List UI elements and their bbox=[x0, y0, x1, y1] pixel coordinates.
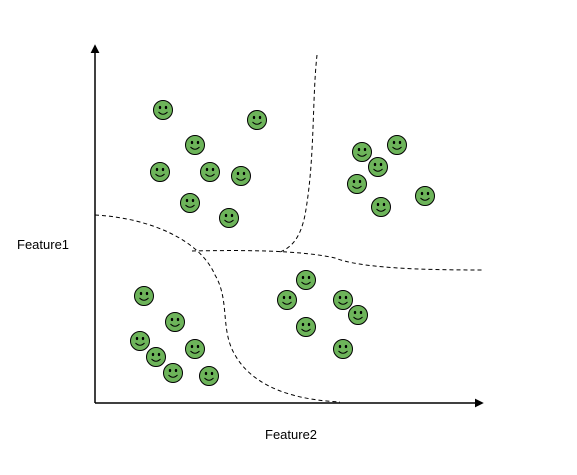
smiley-face-icon bbox=[185, 135, 205, 155]
smiley-face-icon bbox=[277, 290, 297, 310]
smiley-face-icon bbox=[348, 305, 368, 325]
boundary-curve-left bbox=[94, 214, 341, 403]
cluster-bottom-right bbox=[277, 270, 368, 359]
y-axis-label: Feature1 bbox=[17, 237, 69, 252]
smiley-face-icon bbox=[134, 286, 154, 306]
smiley-face-icon bbox=[347, 174, 367, 194]
smiley-face-icon bbox=[146, 347, 166, 367]
smiley-face-icon bbox=[165, 312, 185, 332]
data-points bbox=[130, 100, 435, 386]
smiley-face-icon bbox=[371, 197, 391, 217]
smiley-face-icon bbox=[415, 186, 435, 206]
smiley-face-icon bbox=[333, 339, 353, 359]
smiley-face-icon bbox=[153, 100, 173, 120]
smiley-face-icon bbox=[185, 339, 205, 359]
cluster-top-left bbox=[150, 100, 267, 228]
cluster-top-right bbox=[347, 135, 435, 217]
boundary-curve-middle bbox=[191, 250, 483, 271]
smiley-face-icon bbox=[199, 366, 219, 386]
smiley-face-icon bbox=[180, 193, 200, 213]
smiley-face-icon bbox=[368, 157, 388, 177]
smiley-face-icon bbox=[150, 162, 170, 182]
cluster-bottom-left bbox=[130, 286, 219, 386]
decision-boundaries bbox=[94, 54, 483, 403]
smiley-face-icon bbox=[296, 317, 316, 337]
boundary-curve-top bbox=[279, 54, 318, 253]
x-axis-label: Feature2 bbox=[265, 427, 317, 442]
smiley-face-icon bbox=[163, 363, 183, 383]
smiley-face-icon bbox=[352, 142, 372, 162]
smiley-face-icon bbox=[200, 162, 220, 182]
smiley-face-icon bbox=[219, 208, 239, 228]
smiley-face-icon bbox=[333, 290, 353, 310]
smiley-face-icon bbox=[296, 270, 316, 290]
smiley-face-icon bbox=[387, 135, 407, 155]
smiley-face-icon bbox=[130, 331, 150, 351]
smiley-face-icon bbox=[247, 110, 267, 130]
smiley-face-icon bbox=[231, 166, 251, 186]
axes bbox=[90, 44, 484, 408]
